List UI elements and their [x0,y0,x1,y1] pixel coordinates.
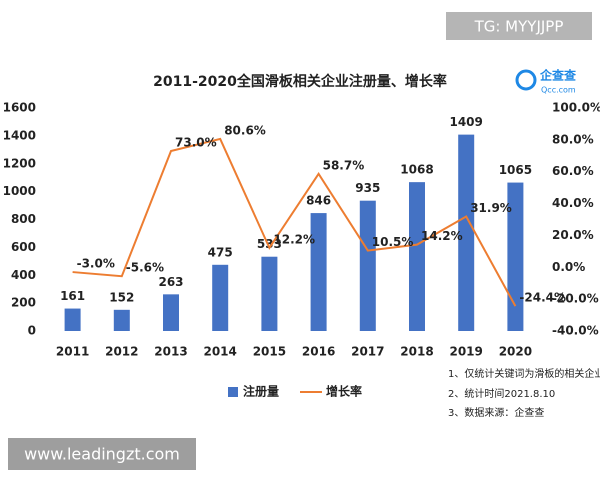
x-tick-label: 2017 [351,345,384,359]
y-tick-label: 1400 [3,128,36,142]
bar-label: 846 [306,194,331,208]
y-tick-label: 1200 [3,156,36,170]
line-label: 12.2% [273,232,315,246]
note: 3、数据来源：企查查 [448,406,544,419]
y-tick-label: 0 [28,324,36,338]
bar [507,182,524,331]
logo-name: 企查查 [539,68,577,83]
bar-label: 1409 [449,115,482,129]
y2-tick-label: 60.0% [552,164,594,178]
y2-tick-label: 80.0% [552,132,594,146]
x-tick-label: 2013 [154,345,187,359]
y2-tick-label: 100.0% [552,101,600,115]
x-tick-label: 2020 [499,345,532,359]
line-label: -24.4% [519,291,566,305]
y2-tick-label: 0.0% [552,260,585,274]
bar [212,264,229,331]
line-label: 31.9% [470,201,512,215]
bar-label: 263 [158,275,183,289]
bar-label: 533 [257,237,282,251]
line-label: 14.2% [421,229,463,243]
y-tick-label: 400 [11,268,36,282]
logo-url: Qcc.com [541,86,576,95]
x-tick-label: 2012 [105,345,138,359]
chart-title: 2011-2020全国滑板相关企业注册量、增长率 [153,73,447,90]
bar [64,308,81,331]
legend-label: 增长率 [326,384,362,399]
y2-tick-label: -40.0% [552,324,599,338]
bar-label: 161 [60,289,85,303]
bar [458,134,475,331]
bar-label: 152 [109,290,134,304]
x-tick-label: 2016 [302,345,335,359]
y-tick-label: 600 [11,240,36,254]
y-tick-label: 1600 [3,101,36,115]
line-label: -5.6% [126,261,164,275]
watermark-box [8,438,196,470]
note: 2、统计时间2021.8.10 [448,387,555,400]
bar [113,309,130,331]
line-label: 73.0% [175,136,217,150]
x-tick-label: 2018 [400,345,433,359]
bar [261,256,278,331]
x-tick-label: 2014 [203,345,236,359]
line [72,137,517,307]
watermark: TG: MYYJJPP [474,18,564,36]
y-tick-label: 1000 [3,184,36,198]
logo-icon [515,69,537,91]
bar [409,182,425,331]
bar-label: 1065 [499,163,532,177]
bar-label: 1068 [400,163,433,177]
bar-label: 475 [208,245,233,259]
y-tick-label: 800 [11,212,36,226]
legend-swatch [228,387,238,397]
watermark: www.leadingzt.com [24,445,180,464]
bar [359,200,376,331]
line-label: 10.5% [372,235,414,249]
bar [310,213,327,331]
y-tick-label: 200 [11,296,36,310]
bar-label: 935 [355,181,380,195]
note: 1、仅统计关键词为滑板的相关企业 [448,367,600,380]
line-label: 58.7% [323,158,365,172]
bar [163,294,179,331]
line-label: 80.6% [224,123,266,137]
line-label: -3.0% [77,257,115,271]
y2-tick-label: -20.0% [552,292,599,306]
y2-tick-label: 40.0% [552,196,594,210]
y2-tick-label: 20.0% [552,228,594,242]
legend-label: 注册量 [243,384,279,399]
x-tick-label: 2019 [449,345,482,359]
x-tick-label: 2011 [56,345,89,359]
x-tick-label: 2015 [253,345,286,359]
watermark-box [446,12,592,40]
